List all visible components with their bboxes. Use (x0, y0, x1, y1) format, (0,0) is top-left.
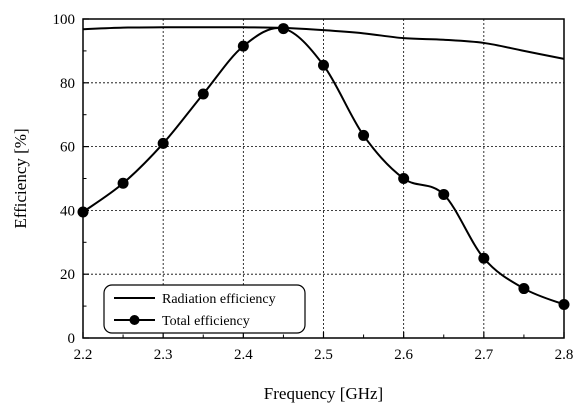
axis-ticks (82, 18, 565, 339)
total-efficiency-point (358, 129, 370, 141)
total-efficiency-point (518, 283, 530, 295)
y-tick-labels: 0 20 40 60 80 100 (53, 12, 76, 347)
total-efficiency-point (197, 88, 209, 100)
x-tick-label: 2.4 (234, 347, 253, 363)
y-tick-label: 80 (60, 76, 75, 92)
y-tick-label: 100 (53, 12, 76, 28)
radiation-efficiency-line (82, 26, 565, 60)
x-axis-title: Frequency [GHz] (264, 384, 383, 403)
total-efficiency-point (318, 59, 329, 71)
total-efficiency-point (398, 173, 410, 184)
x-tick-label: 2.6 (394, 347, 413, 363)
x-tick-label: 2.5 (314, 347, 333, 363)
legend-label-total: Total efficiency (162, 314, 250, 329)
x-tick-label: 2.2 (74, 347, 93, 363)
y-axis-title: Efficiency [%] (11, 128, 30, 228)
legend-marker-total (129, 315, 140, 325)
legend: Radiation efficiency Total efficiency (103, 284, 306, 334)
total-efficiency-point (237, 40, 249, 52)
total-efficiency-point (157, 137, 169, 149)
y-tick-label: 60 (60, 140, 75, 156)
x-tick-labels: 2.2 2.3 2.4 2.5 2.6 2.7 2.8 (74, 347, 574, 363)
x-tick-label: 2.8 (555, 347, 574, 363)
y-tick-label: 0 (68, 331, 76, 347)
total-efficiency-point (117, 177, 129, 189)
legend-label-radiation: Radiation efficiency (162, 292, 276, 307)
total-efficiency-point (438, 188, 450, 200)
series-markers (77, 23, 570, 311)
x-tick-label: 2.7 (474, 347, 493, 363)
x-tick-label: 2.3 (154, 347, 173, 363)
y-tick-label: 40 (60, 203, 75, 219)
y-tick-label: 20 (60, 267, 75, 283)
total-efficiency-point (478, 252, 490, 264)
total-efficiency-point (277, 23, 289, 35)
